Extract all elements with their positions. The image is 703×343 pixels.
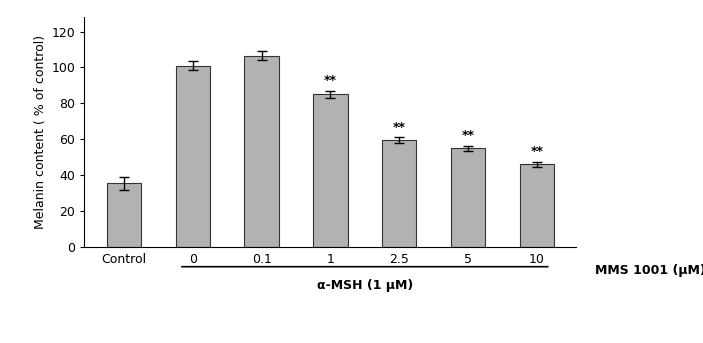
Bar [107,183,141,247]
Bar [520,164,554,247]
Text: **: ** [530,145,543,158]
Bar [451,148,485,247]
Text: **: ** [324,74,337,87]
Text: **: ** [393,121,406,134]
Text: MMS 1001 (μM): MMS 1001 (μM) [595,264,703,277]
Bar [382,140,416,247]
Bar [245,56,279,247]
Bar [314,94,347,247]
Y-axis label: Melanin content ( % of control): Melanin content ( % of control) [34,35,47,229]
Bar [176,66,210,247]
Text: **: ** [462,129,475,142]
Text: α-MSH (1 μM): α-MSH (1 μM) [316,279,413,292]
